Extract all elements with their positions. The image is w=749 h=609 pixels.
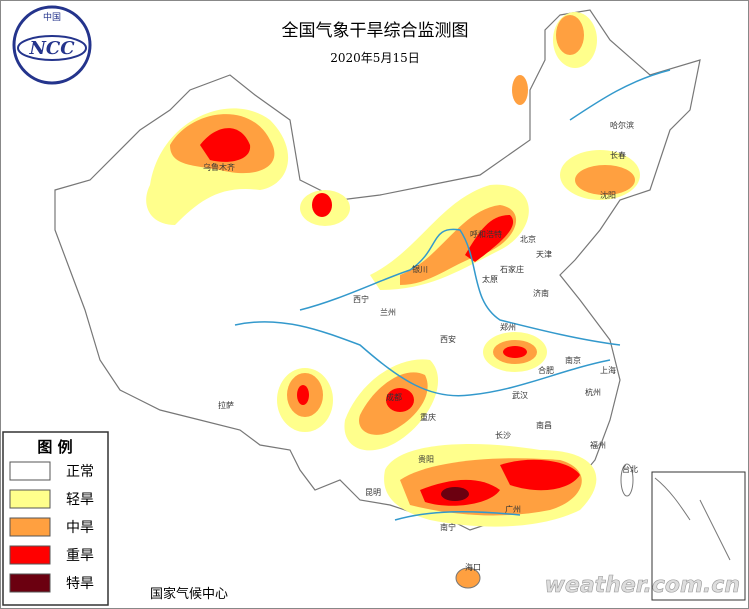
city: 贵阳: [418, 454, 434, 464]
watermark: weather.com.cn: [545, 573, 740, 598]
map-title: 全国气象干旱综合监测图: [282, 21, 469, 41]
city: 上海: [600, 365, 616, 375]
city: 南宁: [440, 522, 456, 532]
logo-top: 中国: [43, 11, 61, 23]
city-labels: 乌鲁木齐 哈尔滨 长春 沈阳 北京 天津 呼和浩特 石家庄 太原 济南 银川 西…: [203, 120, 638, 572]
rivers: [234, 69, 671, 521]
legend-swatch: [9, 573, 51, 593]
inset-map: [651, 471, 746, 601]
legend-label: 轻旱: [66, 492, 94, 508]
legend-swatch: [9, 461, 51, 481]
city: 银川: [412, 264, 428, 274]
city: 合肥: [538, 365, 554, 375]
city: 拉萨: [218, 400, 234, 410]
city: 西宁: [353, 294, 369, 304]
city: 呼和浩特: [470, 229, 502, 239]
city: 乌鲁木齐: [203, 162, 235, 172]
legend-label: 特旱: [66, 576, 94, 592]
legend-title: 图 例: [37, 438, 72, 456]
city: 西安: [440, 334, 456, 344]
city: 长沙: [495, 430, 511, 440]
city: 北京: [520, 234, 536, 244]
city: 广州: [505, 504, 521, 514]
city: 昆明: [365, 488, 381, 497]
legend-label: 中旱: [66, 520, 94, 536]
city: 石家庄: [500, 264, 524, 274]
city: 南京: [565, 355, 581, 365]
city: 哈尔滨: [610, 120, 634, 130]
legend-label: 正常: [66, 464, 94, 480]
city: 天津: [536, 249, 552, 259]
source: 国家气候中心: [150, 586, 228, 602]
city: 太原: [482, 274, 498, 284]
legend-swatch: [9, 545, 51, 565]
legend-label: 重旱: [66, 548, 94, 564]
city: 武汉: [512, 390, 528, 400]
city: 郑州: [500, 322, 516, 332]
city: 海口: [465, 562, 481, 572]
city: 济南: [533, 288, 549, 298]
city: 台北: [622, 464, 638, 474]
logo: 中国 NCC: [12, 5, 92, 85]
map-date: 2020年5月15日: [330, 51, 419, 65]
city: 沈阳: [600, 190, 616, 200]
city: 兰州: [380, 307, 396, 317]
city: 杭州: [585, 387, 601, 397]
city: 福州: [590, 441, 606, 450]
city: 长春: [610, 150, 626, 160]
drought-areas: [146, 12, 640, 527]
city: 重庆: [420, 412, 436, 422]
city: 成都: [386, 392, 402, 402]
logo-text: NCC: [28, 38, 75, 59]
city: 南昌: [536, 420, 552, 430]
legend-swatch: [9, 489, 51, 509]
legend-swatch: [9, 517, 51, 537]
